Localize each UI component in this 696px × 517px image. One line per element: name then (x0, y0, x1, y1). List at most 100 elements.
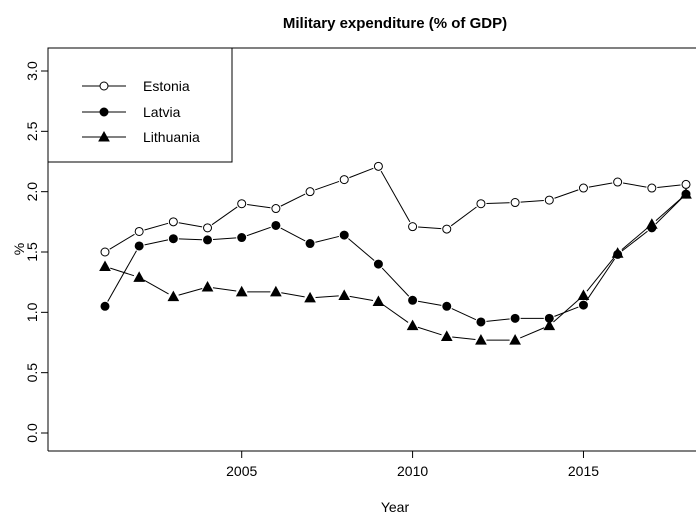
latvia-segment (179, 239, 202, 240)
latvia-point-2010 (409, 296, 417, 304)
estonia-point-2013 (511, 199, 519, 207)
latvia-segment (315, 236, 338, 242)
x-axis: 2005 2010 2015 (226, 451, 599, 479)
estonia-segment (281, 194, 305, 206)
latvia-point-2008 (340, 231, 348, 239)
estonia-segment (623, 183, 646, 187)
latvia-segment (554, 307, 578, 316)
lithuania-point-2014 (544, 321, 554, 330)
legend-label-lithuania: Lithuania (143, 129, 200, 145)
latvia-segment (622, 231, 647, 251)
estonia-point-2016 (614, 178, 622, 186)
lithuania-point-2011 (442, 331, 452, 340)
series-latvia (101, 190, 690, 326)
lithuania-segment (418, 327, 442, 335)
lithuania-point-2004 (203, 282, 213, 291)
lithuania-point-2005 (237, 287, 247, 296)
estonia-point-2012 (477, 200, 485, 208)
lithuania-point-2010 (408, 321, 418, 330)
estonia-point-2014 (545, 196, 553, 204)
estonia-segment (589, 183, 612, 187)
estonia-point-2009 (374, 162, 382, 170)
lithuania-segment (144, 280, 169, 294)
lithuania-segment (452, 337, 475, 339)
y-tick-label-0.5: 0.5 (24, 363, 40, 383)
y-axis: 0.0 0.5 1.0 1.5 2.0 2.5 3.0 (24, 61, 48, 443)
lithuania-segment (110, 268, 134, 276)
y-tick-label-1.5: 1.5 (24, 242, 40, 262)
lithuania-point-2001 (100, 261, 110, 270)
lithuania-segment (553, 299, 579, 322)
lithuania-segment (316, 296, 339, 298)
latvia-segment (486, 319, 509, 321)
latvia-segment (281, 228, 305, 241)
lithuania-point-2009 (373, 296, 383, 305)
y-tick-label-1.0: 1.0 (24, 302, 40, 322)
latvia-segment (587, 259, 615, 301)
y-tick-label-3.0: 3.0 (24, 61, 40, 81)
latvia-point-2006 (272, 221, 280, 229)
lithuania-segment (622, 228, 648, 250)
estonia-segment (349, 168, 373, 177)
lithuania-point-2007 (305, 293, 315, 302)
latvia-point-2009 (374, 260, 382, 268)
lithuania-point-2012 (476, 335, 486, 344)
latvia-point-2005 (238, 234, 246, 242)
estonia-segment (212, 207, 237, 225)
estonia-point-2017 (648, 184, 656, 192)
estonia-segment (451, 207, 476, 226)
latvia-segment (382, 268, 409, 296)
estonia-point-2001 (101, 248, 109, 256)
lithuania-segment (281, 293, 304, 297)
lithuania-segment (656, 198, 682, 221)
estonia-point-2003 (169, 218, 177, 226)
latvia-point-2003 (169, 235, 177, 243)
latvia-point-2015 (579, 301, 587, 309)
latvia-segment (108, 251, 137, 302)
series-layer (100, 162, 691, 344)
estonia-segment (381, 171, 410, 222)
latvia-point-2011 (443, 302, 451, 310)
lithuania-point-2017 (647, 219, 657, 228)
latvia-segment (145, 240, 168, 245)
estonia-segment (554, 190, 578, 198)
estonia-point-2018 (682, 180, 690, 188)
estonia-point-2005 (238, 200, 246, 208)
x-tick-label-2015: 2015 (568, 463, 599, 479)
x-tick-label-2010: 2010 (397, 463, 428, 479)
lithuania-point-2015 (578, 290, 588, 299)
legend: Estonia Latvia Lithuania (48, 48, 232, 162)
lithuania-point-2003 (168, 292, 178, 301)
latvia-segment (348, 239, 374, 261)
lithuania-point-2006 (271, 287, 281, 296)
y-tick-label-0.0: 0.0 (24, 423, 40, 443)
estonia-segment (110, 234, 135, 249)
estonia-point-2006 (272, 205, 280, 213)
estonia-segment (315, 181, 339, 189)
y-tick-label-2.0: 2.0 (24, 182, 40, 202)
lithuania-point-2002 (134, 272, 144, 281)
latvia-segment (452, 309, 476, 320)
estonia-point-2002 (135, 227, 143, 235)
x-tick-label-2005: 2005 (226, 463, 257, 479)
latvia-point-2007 (306, 240, 314, 248)
legend-label-latvia: Latvia (143, 104, 181, 120)
estonia-segment (418, 227, 441, 229)
lithuania-segment (383, 305, 408, 323)
latvia-point-2004 (204, 236, 212, 244)
lithuania-segment (520, 328, 544, 338)
latvia-segment (418, 301, 441, 305)
legend-label-estonia: Estonia (143, 78, 190, 94)
estonia-segment (521, 201, 544, 203)
estonia-segment (247, 205, 270, 208)
latvia-segment (247, 227, 271, 235)
lithuania-segment (587, 257, 614, 291)
estonia-segment (144, 223, 168, 230)
latvia-point-2012 (477, 318, 485, 326)
x-axis-label: Year (381, 499, 410, 515)
latvia-segment (213, 238, 236, 240)
estonia-point-2008 (340, 176, 348, 184)
legend-marker-estonia (100, 82, 108, 90)
legend-box (48, 48, 232, 162)
estonia-point-2010 (409, 223, 417, 231)
